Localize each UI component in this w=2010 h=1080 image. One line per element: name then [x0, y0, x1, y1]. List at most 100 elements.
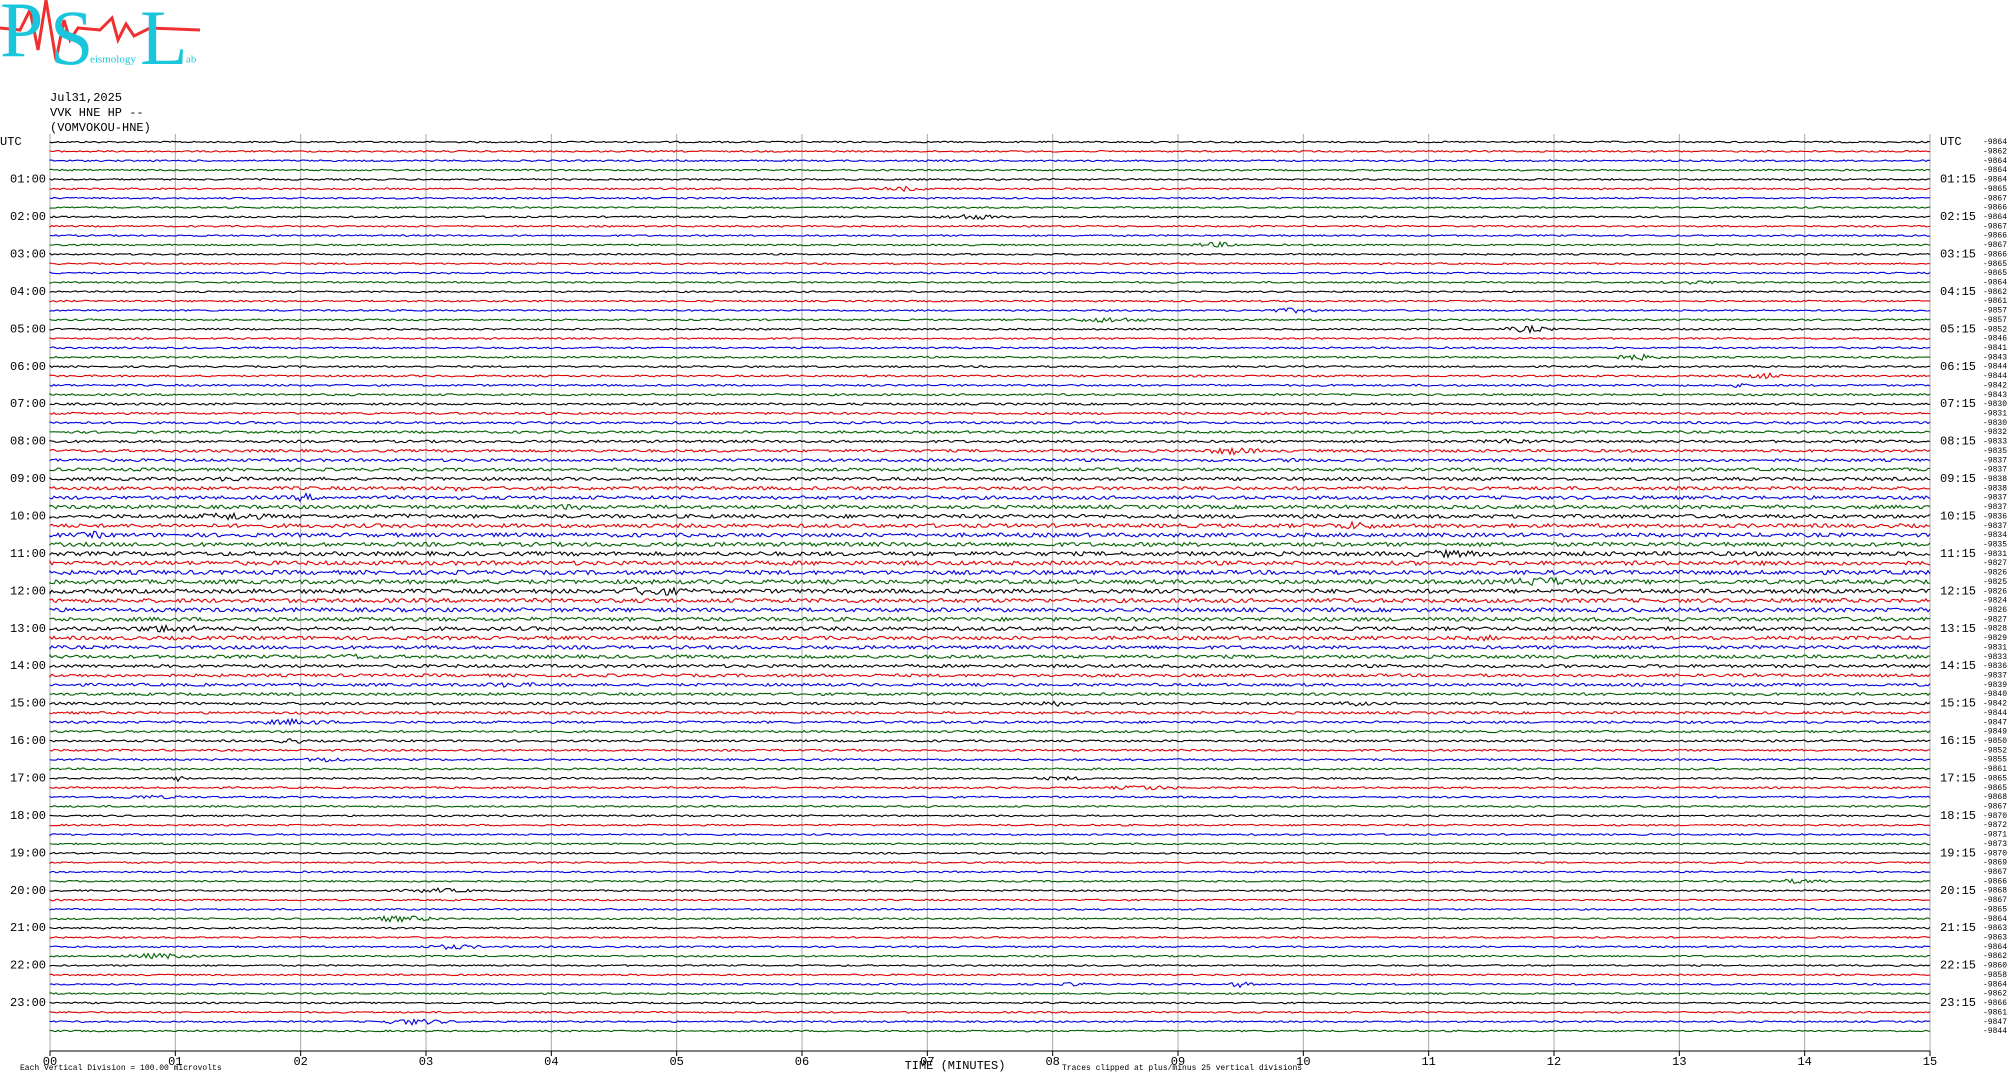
- date: Jul31,2025: [50, 91, 122, 105]
- left-hour-label: 07:00: [10, 397, 46, 411]
- left-hour-label: 23:00: [10, 996, 46, 1010]
- trace: [49, 814, 1931, 818]
- right-hour-label: UTC: [1940, 135, 1962, 149]
- logo-letter: P: [0, 0, 43, 73]
- right-hour-label: 10:15: [1940, 509, 1976, 523]
- trace: [49, 530, 1931, 540]
- trace-offset: -9864: [1983, 176, 2007, 185]
- trace: [49, 324, 1931, 335]
- trace: [49, 511, 1931, 521]
- trace: [49, 738, 1931, 744]
- logo-text: eismology: [90, 54, 136, 66]
- trace-offset: -9836: [1983, 512, 2007, 521]
- trace: [49, 177, 1931, 181]
- trace-offset: -9872: [1983, 821, 2007, 830]
- trace: [49, 804, 1931, 808]
- left-hour-label: 19:00: [10, 846, 46, 860]
- trace-offset: -9868: [1983, 887, 2007, 896]
- trace-offset: -9844: [1983, 363, 2007, 372]
- trace: [49, 606, 1931, 613]
- trace-offset: -9864: [1983, 278, 2007, 287]
- trace-offset: -9865: [1983, 269, 2007, 278]
- trace: [49, 420, 1931, 425]
- trace: [49, 372, 1930, 380]
- trace-offset: -9837: [1983, 672, 2007, 681]
- trace-offset: -9831: [1983, 643, 2007, 652]
- x-tick-label: 01: [168, 1055, 182, 1069]
- station: VVK HNE HP --: [50, 106, 144, 120]
- trace-offset: -9864: [1983, 157, 2007, 166]
- left-hour-label: 14:00: [10, 659, 46, 673]
- left-hour-label: 08:00: [10, 435, 46, 449]
- left-hour-label: 18:00: [10, 809, 46, 823]
- trace-offset: -9870: [1983, 812, 2007, 821]
- trace: [49, 467, 1931, 472]
- left-hour-label: 05:00: [10, 322, 46, 336]
- x-tick-label: 08: [1045, 1055, 1059, 1069]
- trace-offset: -9865: [1983, 905, 2007, 914]
- trace: [49, 364, 1931, 369]
- trace-offset: -9867: [1983, 868, 2007, 877]
- trace-offset: -9827: [1983, 615, 2007, 624]
- trace-offset: -9835: [1983, 540, 2007, 549]
- trace-offset: -9863: [1983, 924, 2007, 933]
- trace: [49, 576, 1931, 587]
- trace: [49, 981, 1931, 989]
- trace-offset: -9873: [1983, 840, 2007, 849]
- trace-offset: -9837: [1983, 494, 2007, 503]
- trace: [49, 794, 1931, 800]
- trace-offset: -9866: [1983, 232, 2007, 241]
- trace: [49, 1017, 1931, 1027]
- footer-clip: Traces clipped at plus/minus 25 vertical…: [1062, 1064, 1302, 1073]
- trace-offset: -9865: [1983, 784, 2007, 793]
- trace-offset: -9865: [1983, 260, 2007, 269]
- x-tick-label: 14: [1797, 1055, 1811, 1069]
- trace: [49, 336, 1931, 341]
- trace-offset: -9849: [1983, 728, 2007, 737]
- trace: [49, 926, 1931, 930]
- trace-offset: -9826: [1983, 587, 2007, 596]
- trace-offset: -9867: [1983, 222, 2007, 231]
- trace-offset: -9839: [1983, 681, 2007, 690]
- trace: [49, 185, 1931, 193]
- trace-offset: -9832: [1983, 428, 2007, 437]
- trace: [49, 748, 1931, 753]
- trace-offset: -9862: [1983, 990, 2007, 999]
- trace: [49, 785, 1930, 791]
- logo: P S L eismology ab: [0, 0, 201, 81]
- right-hour-label: 04:15: [1940, 285, 1976, 299]
- trace: [49, 964, 1931, 968]
- trace: [49, 240, 1931, 248]
- left-hour-label: 12:00: [10, 584, 46, 598]
- trace: [49, 316, 1931, 324]
- trace-offset: -9862: [1983, 288, 2007, 297]
- trace: [49, 485, 1931, 492]
- trace: [49, 851, 1931, 855]
- trace-offset: -9867: [1983, 241, 2007, 250]
- trace: [49, 392, 1931, 397]
- trace: [49, 196, 1931, 200]
- right-hour-label: 14:15: [1940, 659, 1976, 673]
- trace-offset: -9838: [1983, 484, 2007, 493]
- right-hour-label: 16:15: [1940, 734, 1976, 748]
- trace: [49, 168, 1931, 172]
- x-tick-label: 04: [544, 1055, 558, 1069]
- right-hour-label: 23:15: [1940, 996, 1976, 1010]
- trace-offset: -9861: [1983, 765, 2007, 774]
- trace: [49, 446, 1931, 456]
- trace: [49, 767, 1931, 771]
- logo-wave: [0, 0, 201, 61]
- x-tick-label: 06: [795, 1055, 809, 1069]
- trace: [49, 271, 1931, 275]
- trace: [49, 252, 1931, 256]
- trace: [49, 952, 1931, 960]
- trace-offset: -9842: [1983, 700, 2007, 709]
- x-tick-label: 09: [1171, 1055, 1185, 1069]
- left-hour-label: 15:00: [10, 697, 46, 711]
- trace: [49, 159, 1931, 163]
- trace: [49, 663, 1931, 669]
- left-hour-label: 13:00: [10, 622, 46, 636]
- trace-offset: -9833: [1983, 438, 2007, 447]
- trace: [49, 710, 1931, 715]
- x-tick-label: 02: [293, 1055, 307, 1069]
